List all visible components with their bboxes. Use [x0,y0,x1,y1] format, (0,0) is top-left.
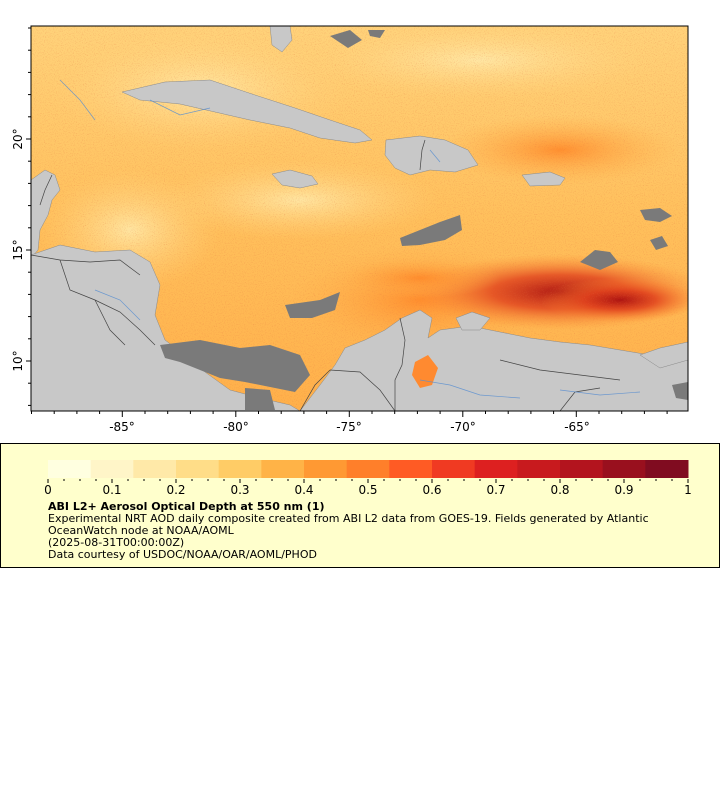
cb-tick-label: 0.6 [422,483,441,497]
colorbar-swatch [560,460,604,478]
colorbar-ticks [47,479,689,483]
cb-tick-label: 0.8 [550,483,569,497]
colorbar-swatch [304,460,348,478]
lon-label-70: -70° [450,420,476,434]
colorbar-swatch [517,460,561,478]
no-data-areas [160,30,688,410]
colorbar-swatch [389,460,433,478]
colorbar-swatch [602,460,646,478]
lon-label-65: -65° [564,420,590,434]
cb-tick-label: 0.1 [102,483,121,497]
cb-tick-label: 0.5 [358,483,377,497]
cb-tick-label: 0.3 [230,483,249,497]
colorbar-swatches [48,460,689,478]
colorbar-swatch [261,460,305,478]
cb-tick-label: 0.4 [294,483,313,497]
land-masses [31,26,688,411]
rivers [59,79,641,399]
cb-tick-label: 0 [44,483,52,497]
colorbar: 0 0.1 0.2 0.3 0.4 0.5 0.6 0.7 0.8 0.9 1 [44,460,692,497]
legend-credit: Data courtesy of USDOC/NOAA/OAR/AOML/PHO… [48,548,317,561]
legend-panel: 0 0.1 0.2 0.3 0.4 0.5 0.6 0.7 0.8 0.9 1 … [0,443,720,568]
legend-time: (2025-08-31T00:00:00Z) [48,536,185,549]
lon-label-85: -85° [109,420,135,434]
aod-map: 20° 15° 10° -85° -80° -75° -70° -65° [11,25,689,434]
colorbar-swatch [218,460,262,478]
map-area: 20° 15° 10° -85° -80° -75° -70° -65° [11,25,689,434]
lat-label-15: 15° [11,239,25,260]
lat-label-20: 20° [11,128,25,149]
latitude-axis [26,27,31,406]
longitude-axis [31,411,668,417]
cb-tick-label: 0.2 [166,483,185,497]
lon-label-75: -75° [336,420,362,434]
legend-title: ABI L2+ Aerosol Optical Depth at 550 nm … [48,500,325,513]
colorbar-tick-labels: 0 0.1 0.2 0.3 0.4 0.5 0.6 0.7 0.8 0.9 1 [44,483,692,497]
cb-tick-label: 0.7 [486,483,505,497]
colorbar-swatch [645,460,689,478]
colorbar-swatch [346,460,390,478]
lon-label-80: -80° [223,420,249,434]
cb-tick-label: 1 [684,483,692,497]
colorbar-swatch [133,460,177,478]
legend-text: ABI L2+ Aerosol Optical Depth at 550 nm … [48,501,708,561]
legend-description: Experimental NRT AOD daily composite cre… [48,512,649,537]
colorbar-swatch [90,460,134,478]
colorbar-swatch [432,460,476,478]
colorbar-swatch [474,460,518,478]
map-frame [30,25,689,412]
cb-tick-label: 0.9 [614,483,633,497]
colorbar-swatch [176,460,220,478]
colorbar-swatch [48,460,92,478]
lat-label-10: 10° [11,350,25,371]
map-field [31,26,688,411]
